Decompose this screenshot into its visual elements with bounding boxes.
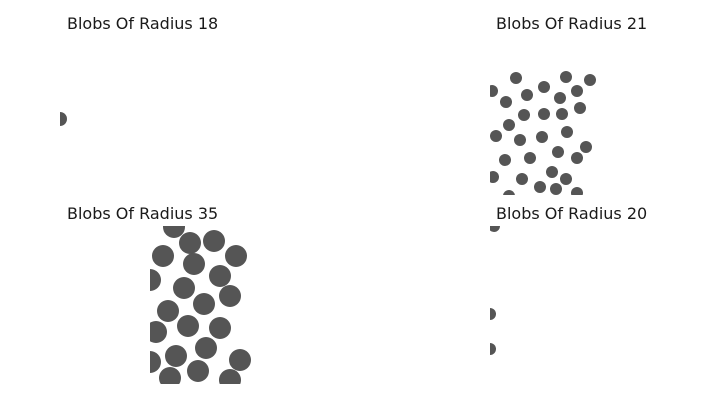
blob — [560, 71, 572, 83]
blob — [524, 152, 536, 164]
blob — [499, 154, 511, 166]
blob — [490, 130, 502, 142]
blob — [556, 108, 568, 120]
blob — [490, 171, 499, 183]
panel-title: Blobs Of Radius 18 — [67, 14, 219, 33]
blob — [490, 85, 498, 97]
blob — [518, 109, 530, 121]
blob — [503, 119, 515, 131]
blob — [183, 253, 205, 275]
panel-title: Blobs Of Radius 20 — [496, 204, 648, 223]
blob — [173, 277, 195, 299]
blob-plot — [150, 226, 251, 384]
blob — [60, 112, 67, 126]
blob-plot — [490, 226, 500, 355]
blob — [584, 74, 596, 86]
blob — [534, 181, 546, 193]
blob — [550, 183, 562, 195]
blob — [165, 345, 187, 367]
blob — [561, 126, 573, 138]
blob — [195, 337, 217, 359]
blob — [516, 173, 528, 185]
blob — [571, 152, 583, 164]
blob — [490, 308, 496, 320]
blob — [552, 146, 564, 158]
blob — [538, 108, 550, 120]
blob — [152, 245, 174, 267]
blob — [229, 349, 251, 371]
blob — [187, 360, 209, 382]
blob — [521, 89, 533, 101]
blob — [209, 317, 231, 339]
blob — [225, 245, 247, 267]
blob — [193, 293, 215, 315]
panel-title: Blobs Of Radius 21 — [496, 14, 648, 33]
blob — [500, 96, 512, 108]
blob — [150, 269, 161, 291]
blob — [546, 166, 558, 178]
blob — [159, 367, 181, 384]
blob — [503, 190, 515, 195]
blob — [150, 321, 167, 343]
blob — [219, 369, 241, 384]
blob — [580, 141, 592, 153]
blob — [571, 85, 583, 97]
blob — [571, 187, 583, 195]
blob — [514, 134, 526, 146]
panel-title: Blobs Of Radius 35 — [67, 204, 219, 223]
blob — [203, 230, 225, 252]
blob — [536, 131, 548, 143]
blob — [219, 285, 241, 307]
blob — [163, 226, 185, 238]
blob-plot — [60, 112, 67, 126]
blob — [560, 173, 572, 185]
blob — [157, 300, 179, 322]
blob — [554, 92, 566, 104]
blob — [538, 81, 550, 93]
blob — [510, 72, 522, 84]
blob — [177, 315, 199, 337]
blob-plot — [490, 71, 596, 195]
blob — [574, 102, 586, 114]
blob — [150, 351, 161, 373]
blob — [209, 265, 231, 287]
blob — [490, 343, 496, 355]
blob — [490, 226, 500, 232]
blob — [179, 232, 201, 254]
